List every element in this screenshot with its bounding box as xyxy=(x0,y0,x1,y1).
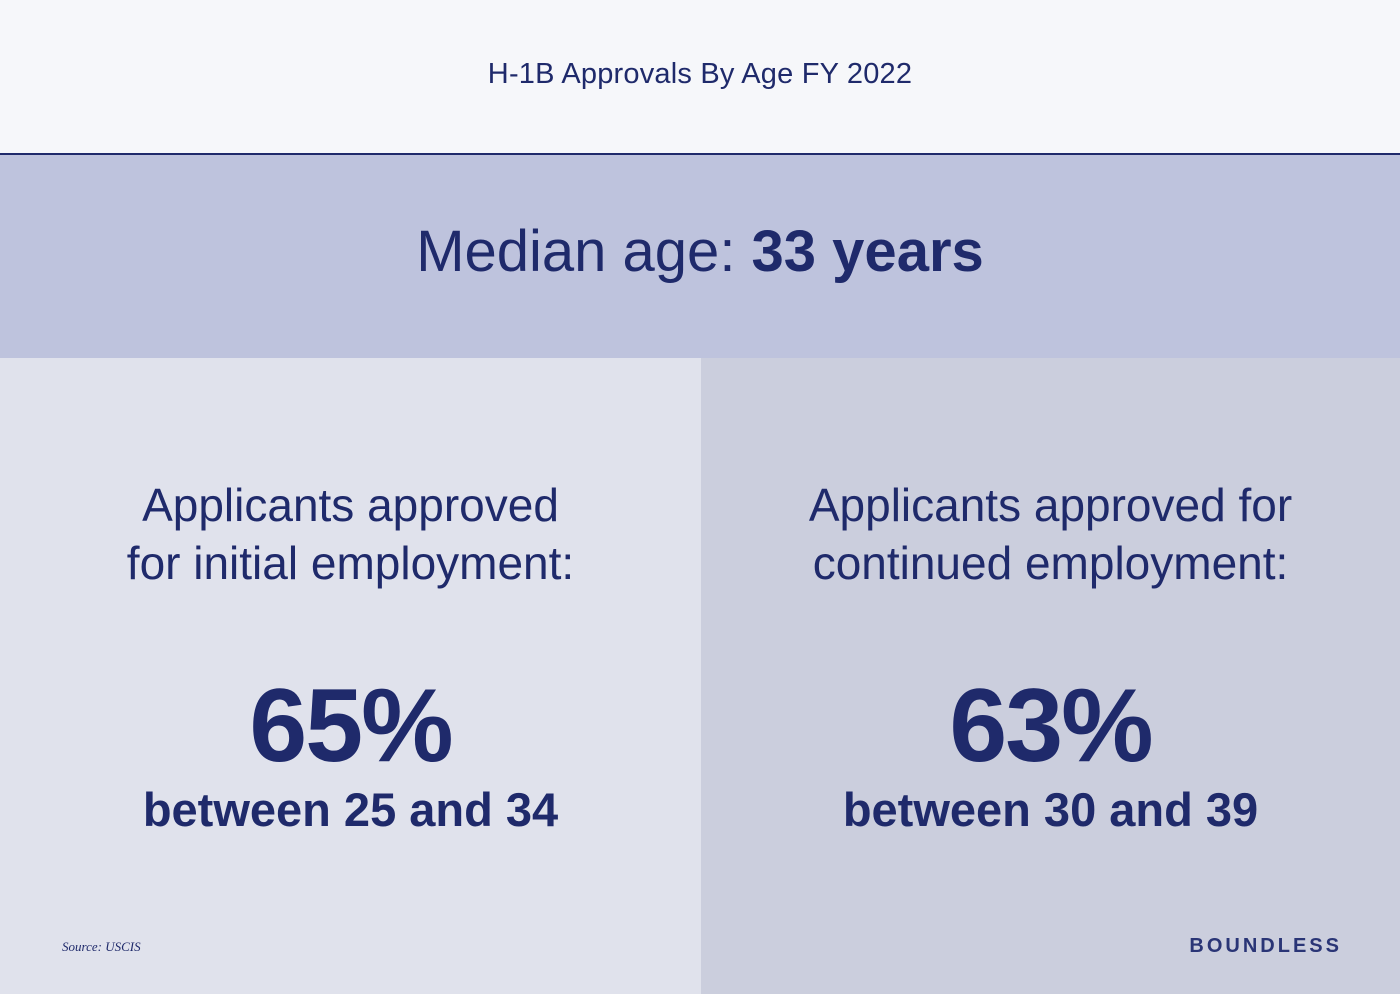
page-title: H-1B Approvals By Age FY 2022 xyxy=(487,58,913,90)
source-note: Source: USCIS xyxy=(62,939,141,954)
initial-employment-heading-line1: Applicants approved xyxy=(142,479,559,531)
initial-employment-age-range: between 25 and 34 xyxy=(142,783,559,836)
continued-employment-heading-line1: Applicants approved for xyxy=(808,479,1293,531)
continued-employment-panel: Applicants approved for continued employ… xyxy=(701,358,1400,994)
continued-employment-age-range: between 30 and 39 xyxy=(842,783,1259,836)
boundless-logo: BOUNDLESS xyxy=(1189,935,1342,957)
continued-employment-heading: Applicants approved for continued employ… xyxy=(701,476,1400,592)
header: H-1B Approvals By Age FY 2022 xyxy=(0,0,1400,155)
median-age-band xyxy=(0,155,1400,358)
continued-employment-heading-line2: continued employment: xyxy=(812,537,1289,589)
continued-employment-percent: 63% xyxy=(949,668,1153,784)
initial-employment-percent: 65% xyxy=(249,668,453,784)
initial-employment-heading-line2: for initial employment: xyxy=(126,537,575,589)
median-age-text: Median age: 33 years xyxy=(0,216,1400,288)
initial-employment-panel: Applicants approved for initial employme… xyxy=(0,358,701,994)
initial-employment-heading: Applicants approved for initial employme… xyxy=(0,476,701,592)
median-age-label: Median age: xyxy=(416,219,752,284)
median-age-value: 33 years xyxy=(751,219,984,284)
